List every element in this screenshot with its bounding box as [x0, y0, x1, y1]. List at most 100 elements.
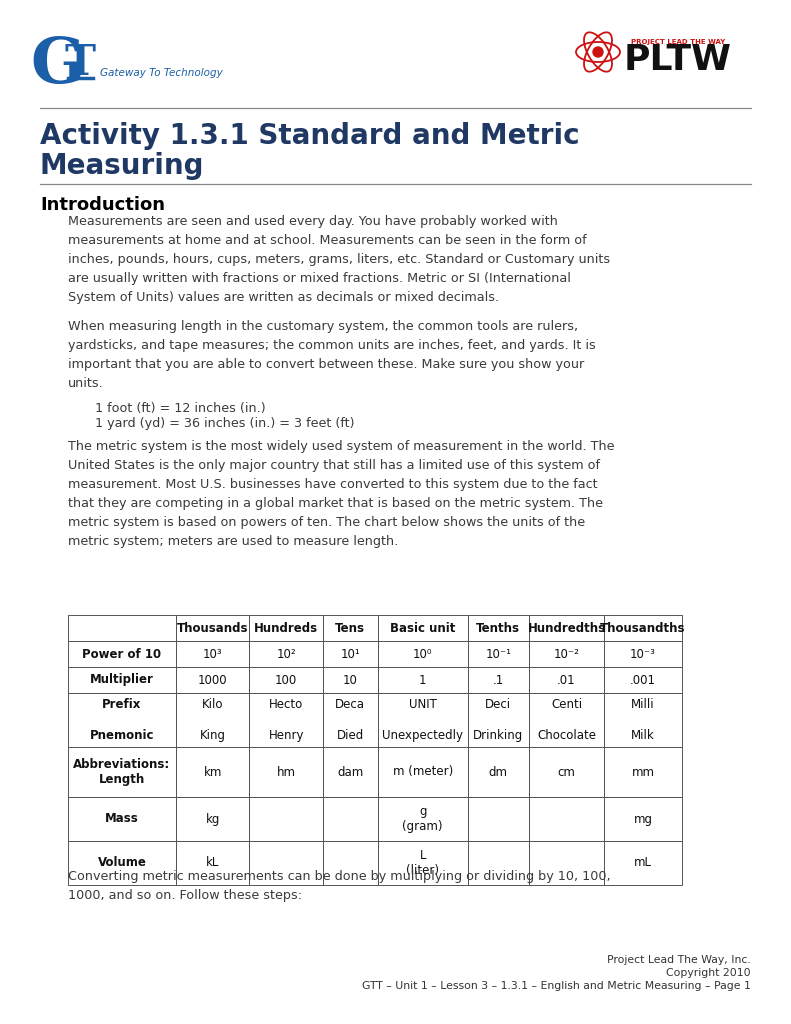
Bar	[529, 797, 604, 841]
Bar	[176, 841, 249, 885]
Text: cm: cm	[558, 766, 576, 778]
Bar	[323, 641, 377, 667]
Text: 10³: 10³	[202, 647, 222, 660]
Bar	[323, 667, 377, 693]
Bar	[68, 693, 176, 746]
Text: g
(gram): g (gram)	[403, 805, 443, 834]
Bar	[249, 693, 323, 746]
Text: Centi

Chocolate: Centi Chocolate	[537, 698, 596, 742]
Text: Volume: Volume	[97, 856, 146, 869]
Text: .01: .01	[557, 674, 576, 686]
Bar	[467, 641, 529, 667]
Bar	[377, 746, 467, 797]
Bar	[604, 746, 682, 797]
Bar	[249, 615, 323, 641]
Bar	[323, 615, 377, 641]
Bar	[68, 746, 176, 797]
Bar	[249, 746, 323, 797]
Bar	[323, 693, 377, 746]
Text: Kilo

King: Kilo King	[199, 698, 225, 742]
Bar	[68, 667, 176, 693]
Bar	[604, 667, 682, 693]
Bar	[68, 641, 176, 667]
Bar	[604, 841, 682, 885]
Text: L
(liter): L (liter)	[406, 849, 439, 878]
Text: T: T	[65, 42, 96, 84]
Bar	[176, 667, 249, 693]
Text: .1: .1	[493, 674, 504, 686]
Bar	[467, 841, 529, 885]
Bar	[604, 641, 682, 667]
Bar	[377, 615, 467, 641]
Text: Abbreviations:
Length: Abbreviations: Length	[74, 758, 171, 786]
Text: 1 foot (ft) = 12 inches (in.): 1 foot (ft) = 12 inches (in.)	[95, 402, 266, 415]
Bar	[604, 693, 682, 746]
Text: Gateway To Technology: Gateway To Technology	[100, 68, 223, 78]
Bar	[467, 693, 529, 746]
Bar	[323, 841, 377, 885]
Text: 1 yard (yd) = 36 inches (in.) = 3 feet (ft): 1 yard (yd) = 36 inches (in.) = 3 feet (…	[95, 417, 354, 430]
Text: Mass: Mass	[105, 812, 138, 825]
Text: Deca

Died: Deca Died	[335, 698, 365, 742]
Text: Project Lead The Way, Inc.: Project Lead The Way, Inc.	[607, 955, 751, 965]
Text: 10²: 10²	[276, 647, 296, 660]
Text: m (meter): m (meter)	[392, 766, 452, 778]
Bar	[529, 841, 604, 885]
Bar	[604, 615, 682, 641]
Text: Thousandths: Thousandths	[600, 622, 686, 635]
Bar	[176, 797, 249, 841]
Text: Measurements are seen and used every day. You have probably worked with
measurem: Measurements are seen and used every day…	[68, 215, 610, 304]
Bar	[176, 641, 249, 667]
Text: Copyright 2010: Copyright 2010	[666, 968, 751, 978]
Text: hm: hm	[277, 766, 296, 778]
Bar	[377, 641, 467, 667]
Bar	[249, 797, 323, 841]
Text: PROJECT LEAD THE WAY: PROJECT LEAD THE WAY	[631, 39, 725, 45]
Text: Hundreds: Hundreds	[254, 622, 318, 635]
Text: The metric system is the most widely used system of measurement in the world. Th: The metric system is the most widely use…	[68, 440, 615, 548]
Bar	[249, 641, 323, 667]
Bar	[249, 667, 323, 693]
Text: Activity 1.3.1 Standard and Metric: Activity 1.3.1 Standard and Metric	[40, 122, 580, 150]
Text: km: km	[203, 766, 221, 778]
Bar	[604, 797, 682, 841]
Bar	[467, 746, 529, 797]
Text: Multiplier: Multiplier	[90, 674, 153, 686]
Text: kg: kg	[206, 812, 220, 825]
Bar	[377, 667, 467, 693]
Bar	[529, 693, 604, 746]
Text: Basic unit: Basic unit	[390, 622, 456, 635]
Bar	[68, 615, 176, 641]
Text: Deci

Drinking: Deci Drinking	[473, 698, 524, 742]
Text: 10: 10	[343, 674, 358, 686]
Text: Tenths: Tenths	[476, 622, 520, 635]
Bar	[529, 746, 604, 797]
Bar	[467, 667, 529, 693]
Text: mg: mg	[634, 812, 653, 825]
Text: PLTW: PLTW	[624, 43, 732, 77]
Bar	[176, 746, 249, 797]
Text: Prefix

Pnemonic: Prefix Pnemonic	[89, 698, 154, 742]
Bar	[529, 641, 604, 667]
Text: 10⁻³: 10⁻³	[630, 647, 656, 660]
Text: kL: kL	[206, 856, 219, 869]
Text: Milli

Milk: Milli Milk	[631, 698, 655, 742]
Text: 10⁰: 10⁰	[413, 647, 433, 660]
Bar	[529, 615, 604, 641]
Text: Introduction: Introduction	[40, 196, 165, 214]
Text: 1: 1	[419, 674, 426, 686]
Text: 10⁻¹: 10⁻¹	[486, 647, 511, 660]
Bar	[467, 797, 529, 841]
Text: UNIT

Unexpectedly: UNIT Unexpectedly	[382, 698, 464, 742]
Bar	[377, 797, 467, 841]
Text: 1000: 1000	[198, 674, 227, 686]
Bar	[68, 841, 176, 885]
Bar	[377, 841, 467, 885]
Text: 100: 100	[275, 674, 297, 686]
Text: mL: mL	[634, 856, 652, 869]
Text: Thousands: Thousands	[177, 622, 248, 635]
Bar	[323, 746, 377, 797]
Text: When measuring length in the customary system, the common tools are rulers,
yard: When measuring length in the customary s…	[68, 319, 596, 390]
Text: .001: .001	[630, 674, 656, 686]
Text: Converting metric measurements can be done by multiplying or dividing by 10, 100: Converting metric measurements can be do…	[68, 870, 611, 902]
